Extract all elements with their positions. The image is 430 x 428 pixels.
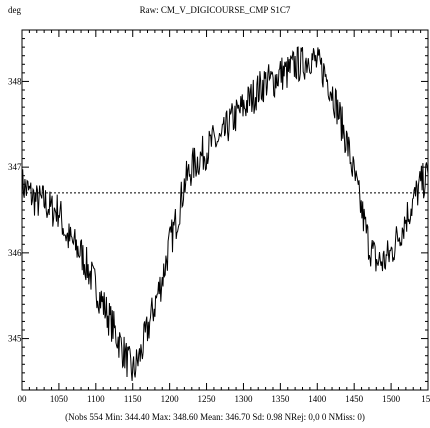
x-tick-label: 1150 bbox=[124, 394, 142, 404]
chart-title: Raw: CM_V_DIGICOURSE_CMP S1C7 bbox=[140, 5, 291, 15]
x-tick-label: 1500 bbox=[382, 394, 401, 404]
x-tick-label: 1400 bbox=[308, 394, 327, 404]
stats-footer: (Nobs 554 Min: 344.40 Max: 348.60 Mean: … bbox=[65, 412, 365, 422]
plot-frame bbox=[21, 29, 429, 391]
x-tick-label: 1450 bbox=[345, 394, 364, 404]
series-line bbox=[21, 46, 429, 382]
x-tick-label: 1350 bbox=[271, 394, 290, 404]
x-tick-label: 1050 bbox=[50, 394, 69, 404]
y-axis-unit-label: deg bbox=[8, 5, 21, 15]
x-tick-label: 155 bbox=[421, 394, 430, 404]
y-tick-label: 346 bbox=[8, 248, 22, 258]
y-tick-label: 347 bbox=[8, 162, 22, 172]
x-tick-label: 1100 bbox=[87, 394, 105, 404]
x-tick-label: 1300 bbox=[234, 394, 253, 404]
tick-label-layer: 00 1050 1100 1150 1200 1250 1300 1350 1400 1450 15… bbox=[8, 76, 430, 404]
x-tick-label: 1250 bbox=[198, 394, 217, 404]
y-tick-label: 345 bbox=[8, 334, 22, 344]
y-tick-label: 348 bbox=[8, 76, 22, 86]
x-tick-label: 1200 bbox=[161, 394, 180, 404]
x-tick-label: 00 bbox=[18, 394, 28, 404]
tick-layer bbox=[21, 30, 429, 390]
